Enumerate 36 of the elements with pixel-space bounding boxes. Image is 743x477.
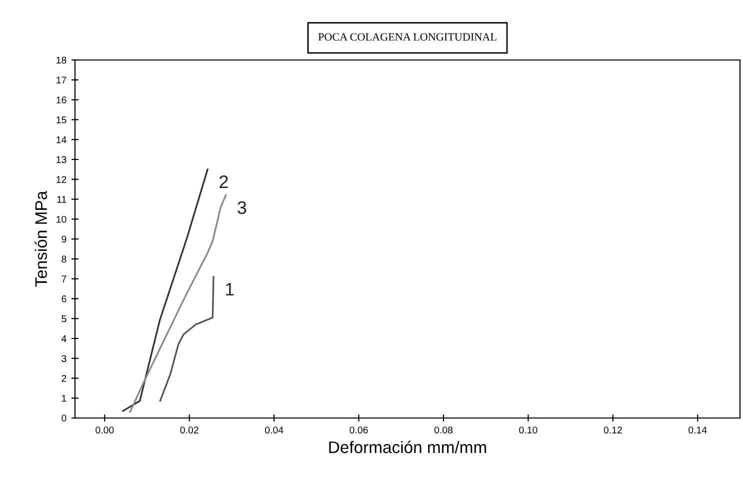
y-tick-label: 11 — [57, 196, 66, 203]
y-tick-label: 18 — [56, 56, 66, 64]
x-tick-label: 0.10 — [519, 426, 538, 434]
y-tick-label: 9 — [62, 236, 66, 243]
x-tick-label: 0.04 — [264, 426, 284, 434]
line-series — [159, 276, 214, 402]
series-label: 3 — [238, 201, 246, 214]
y-axis-title: Tensión MPa — [34, 190, 48, 287]
x-tick-label: 0.06 — [350, 426, 368, 434]
x-tick-label: 0.08 — [434, 426, 453, 434]
y-tick-label: 5 — [62, 315, 66, 322]
series-label: 1 — [226, 283, 234, 296]
y-tick-label: 1 — [62, 394, 66, 402]
y-tick-label: 16 — [56, 96, 66, 104]
y-tick-label: 4 — [61, 335, 66, 342]
x-tick-label: 0.12 — [604, 426, 622, 434]
y-tick-label: 7 — [62, 276, 66, 282]
y-tick-label: 12 — [56, 176, 66, 183]
y-tick-label: 2 — [62, 374, 66, 382]
line-series — [129, 194, 227, 413]
y-tick-label: 0 — [62, 414, 66, 422]
y-tick-label: 15 — [56, 116, 66, 124]
x-tick-label: 0.02 — [180, 426, 198, 434]
x-tick-label: 0.14 — [688, 426, 707, 434]
line-series — [122, 168, 208, 412]
series-label: 2 — [220, 175, 228, 188]
y-tick-label: 6 — [62, 295, 66, 302]
y-tick-label: 17 — [56, 76, 66, 84]
y-tick-label: 8 — [62, 256, 66, 263]
y-tick-label: 13 — [56, 156, 66, 164]
x-axis-title: Deformación mm/mm — [329, 440, 486, 454]
y-tick-label: 10 — [56, 216, 66, 223]
y-tick-label: 3 — [62, 355, 66, 362]
y-tick-label: 14 — [56, 136, 66, 144]
x-tick-label: 0.00 — [96, 426, 114, 434]
chart-title: POCA COLAGENA LONGITUDINAL — [318, 33, 496, 41]
